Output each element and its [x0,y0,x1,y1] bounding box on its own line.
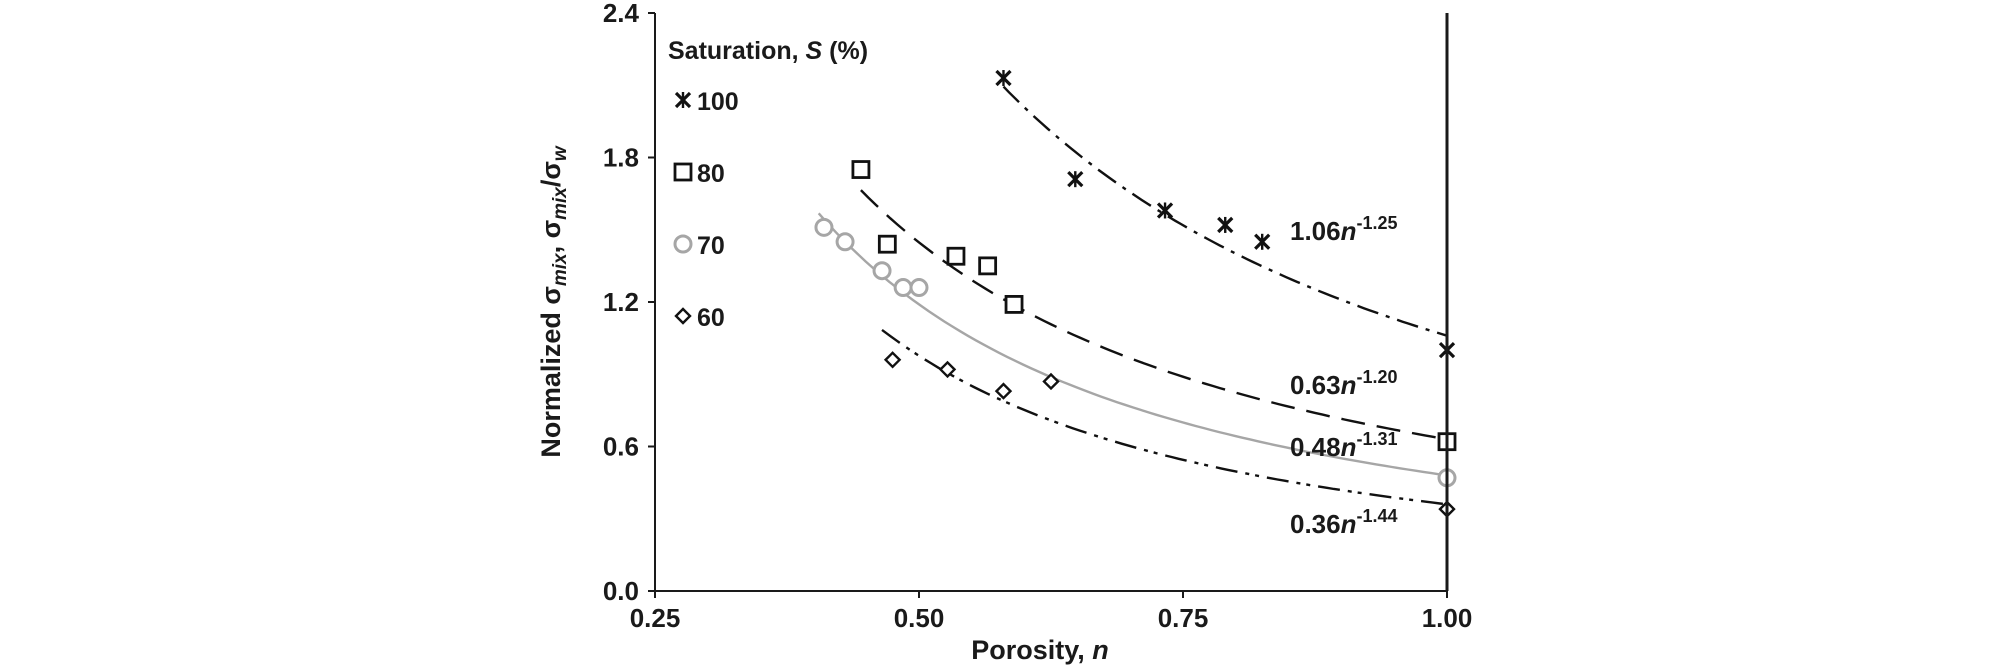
equation-exp: -1.44 [1357,506,1398,526]
y-tick-label: 1.2 [603,287,639,317]
equation-coef: 0.63 [1290,370,1341,400]
x-tick-label: 0.50 [894,603,945,633]
square-shape [877,234,897,254]
legend-label-60: 60 [697,304,725,332]
fit-line-80 [860,189,1448,441]
x-tick-label: 1.00 [1422,603,1473,633]
x-axis-title-var: n [1092,635,1109,665]
y-tick-label: 2.4 [603,0,640,28]
y-axis-title-sub2: mix [550,186,571,220]
fit-line-100 [1002,85,1448,337]
fit-equations: 1.06n-1.250.63n-1.200.48n-1.310.36n-1.44 [1290,213,1398,539]
data-point-80 [851,160,871,179]
y-axis-title: Normalized σmix, σmix/σw [536,145,571,457]
legend-label-70: 70 [697,232,725,260]
circle-shape [872,261,892,281]
data-point-80 [877,234,897,254]
legend-marker-80 [673,162,693,182]
data-point-70 [909,278,929,298]
x-axis-title: Porosity, n [971,635,1109,665]
y-axis-title-sub3: w [550,145,571,161]
y-axis-title-slash: /σ [536,161,566,187]
data-point-80 [978,256,998,276]
axis-ticks: 0.25 0.50 0.75 1.00 0.0 0.6 1.2 1.8 2.4 [603,0,1472,633]
circle-shape [673,234,693,254]
square-shape [946,246,966,266]
square-shape [978,256,998,276]
x-tick-label: 0.25 [630,603,681,633]
legend-label-80: 80 [697,160,725,188]
data-point-100 [1156,202,1174,219]
data-point-80 [946,246,966,266]
data-point-60 [938,360,957,379]
data-point-70 [893,278,913,298]
equation-coef: 0.48 [1290,432,1341,462]
data-point-100 [1217,216,1234,234]
y-tick-label: 0.0 [603,576,639,606]
equation-coef: 1.06 [1290,216,1341,246]
data-point-70 [814,217,834,237]
legend-marker-60 [674,307,692,325]
y-axis-title-mid: , σ [536,220,566,253]
square-shape [1004,295,1024,314]
fit-lines [817,85,1448,506]
y-axis-title-prefix: Normalized σ [536,286,566,458]
circle-shape [814,217,834,237]
equation-var: n [1341,509,1357,539]
equation-var: n [1341,432,1357,462]
data-point-100 [1067,171,1084,188]
diamond-shape [1042,372,1060,391]
legend-title-suffix: (%) [822,37,868,65]
plot-area [655,13,1447,591]
fit-equation-80: 0.63n-1.20 [1290,367,1398,400]
data-point-60 [994,382,1013,400]
y-axis-title-sub1: mix [550,252,571,286]
data-point-80 [1004,295,1024,314]
x-tick-label: 0.75 [1158,603,1209,633]
data-point-70 [872,261,892,281]
fit-line-60 [881,328,1448,506]
y-tick-label: 1.8 [603,143,639,173]
circle-shape [893,278,913,298]
equation-var: n [1341,370,1357,400]
fit-equation-70: 0.48n-1.31 [1290,429,1398,462]
data-point-60 [1042,372,1060,391]
legend: Saturation, S (%) 100 80 70 60 [668,37,868,332]
legend-marker-70 [673,234,693,254]
legend-items: 100 80 70 60 [673,88,739,332]
circle-shape [835,232,855,252]
diamond-shape [994,382,1013,400]
data-point-100 [995,69,1012,87]
equation-exp: -1.25 [1357,213,1398,233]
data-point-100 [1254,233,1271,250]
equation-exp: -1.31 [1357,429,1398,449]
fit-line-70 [817,212,1448,477]
fit-equation-60: 0.36n-1.44 [1290,506,1398,539]
legend-marker-100 [674,91,692,109]
equation-coef: 0.36 [1290,509,1341,539]
diamond-shape [674,307,692,325]
legend-title-var: S [806,37,823,65]
square-shape [673,162,693,182]
data-point-70 [835,232,855,252]
y-tick-label: 0.6 [603,432,639,462]
diamond-shape [883,351,902,369]
equation-exp: -1.20 [1357,367,1398,387]
legend-label-100: 100 [697,88,739,116]
legend-title: Saturation, S (%) [668,37,868,65]
x-axis-title-prefix: Porosity, [971,635,1092,665]
circle-shape [909,278,929,298]
diamond-shape [938,360,957,379]
legend-title-prefix: Saturation, [668,37,806,65]
fit-equation-100: 1.06n-1.25 [1290,213,1398,246]
square-shape [851,160,871,179]
data-point-60 [883,351,902,369]
equation-var: n [1341,216,1357,246]
